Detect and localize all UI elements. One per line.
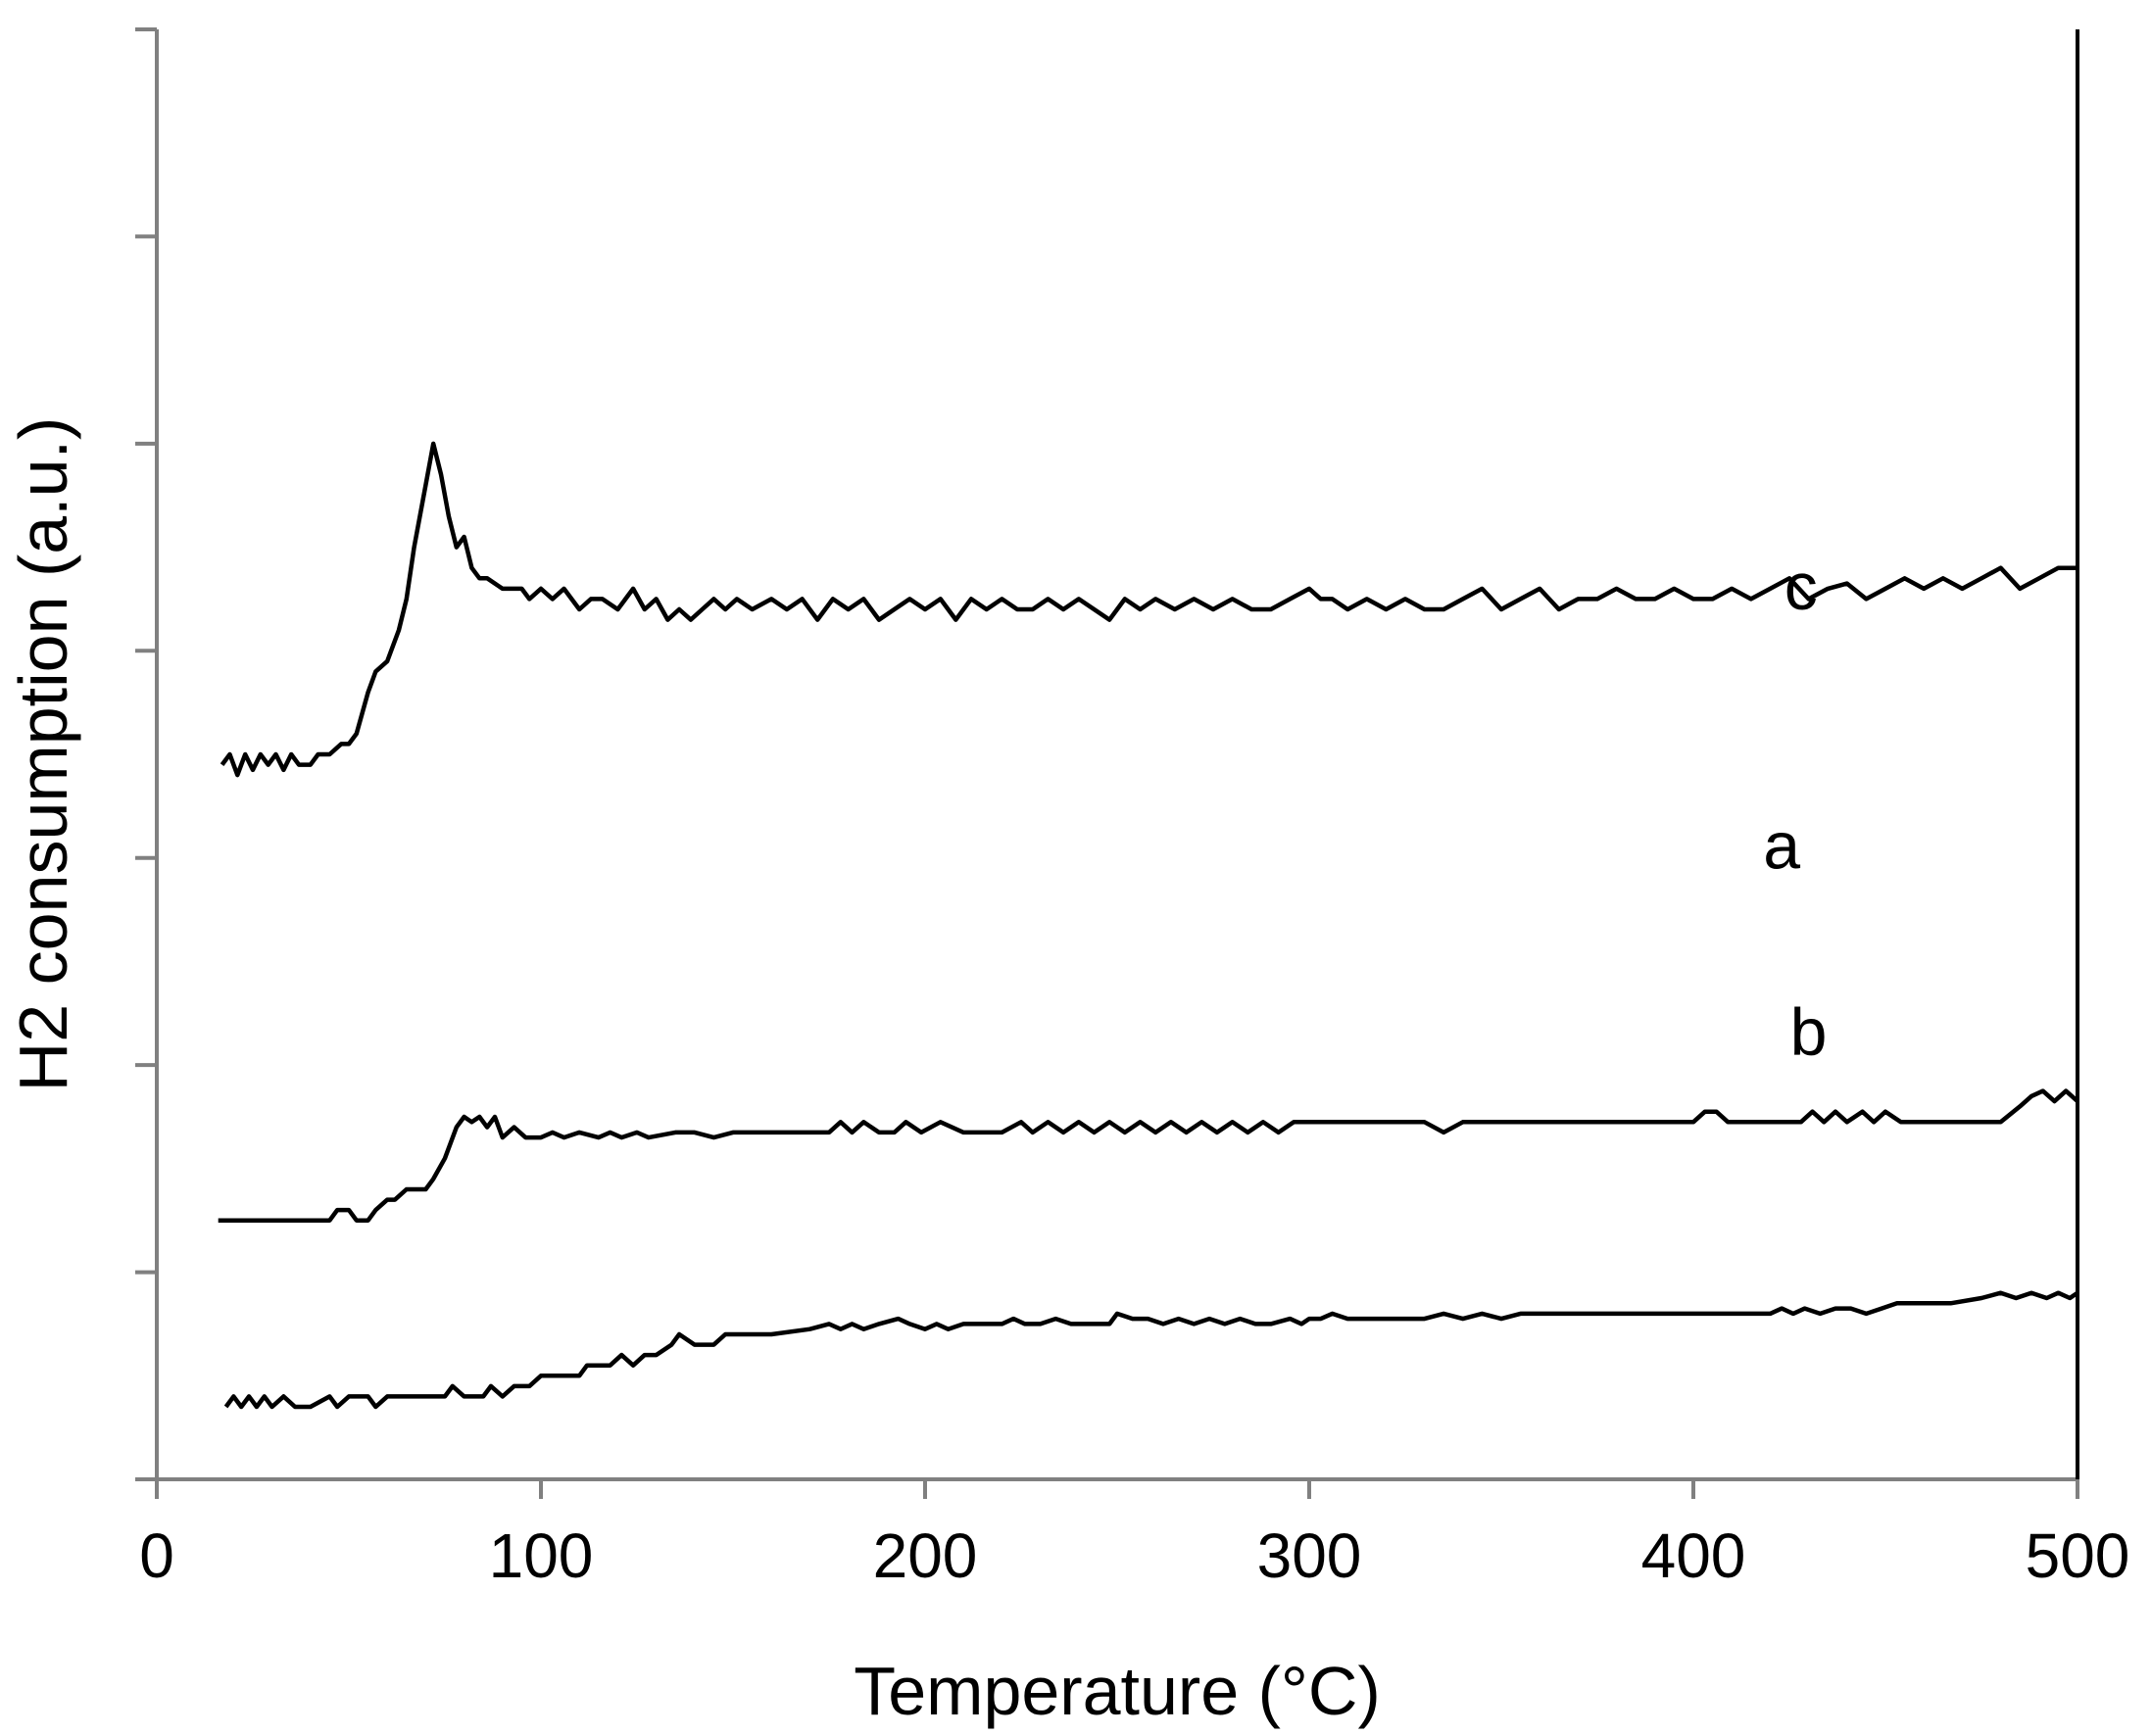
series-line-b — [218, 1088, 2079, 1223]
series-layer — [218, 441, 2079, 1410]
x-tick-label: 200 — [873, 1520, 978, 1591]
x-axis-ticks: 0 100 200 300 400 500 — [139, 1479, 2129, 1591]
x-tick-label: 300 — [1257, 1520, 1362, 1591]
series-label-b: b — [1790, 995, 1828, 1070]
y-axis-ticks — [135, 27, 157, 1481]
series-line-c — [220, 441, 2078, 778]
x-axis-title: Temperature (°C) — [854, 1653, 1381, 1729]
series-label-a: a — [1763, 808, 1800, 883]
series-line-a — [223, 1290, 2079, 1410]
x-tick-label: 0 — [139, 1520, 174, 1591]
y-axis-title: H2 consumption (a.u.) — [5, 417, 81, 1092]
plot-frame — [155, 29, 2079, 1481]
x-tick-label: 400 — [1641, 1520, 1746, 1591]
series-label-c: c — [1784, 550, 1818, 624]
x-tick-label: 100 — [489, 1520, 594, 1591]
x-tick-label: 500 — [2026, 1520, 2130, 1591]
series-labels: a b c — [1763, 550, 1827, 1070]
